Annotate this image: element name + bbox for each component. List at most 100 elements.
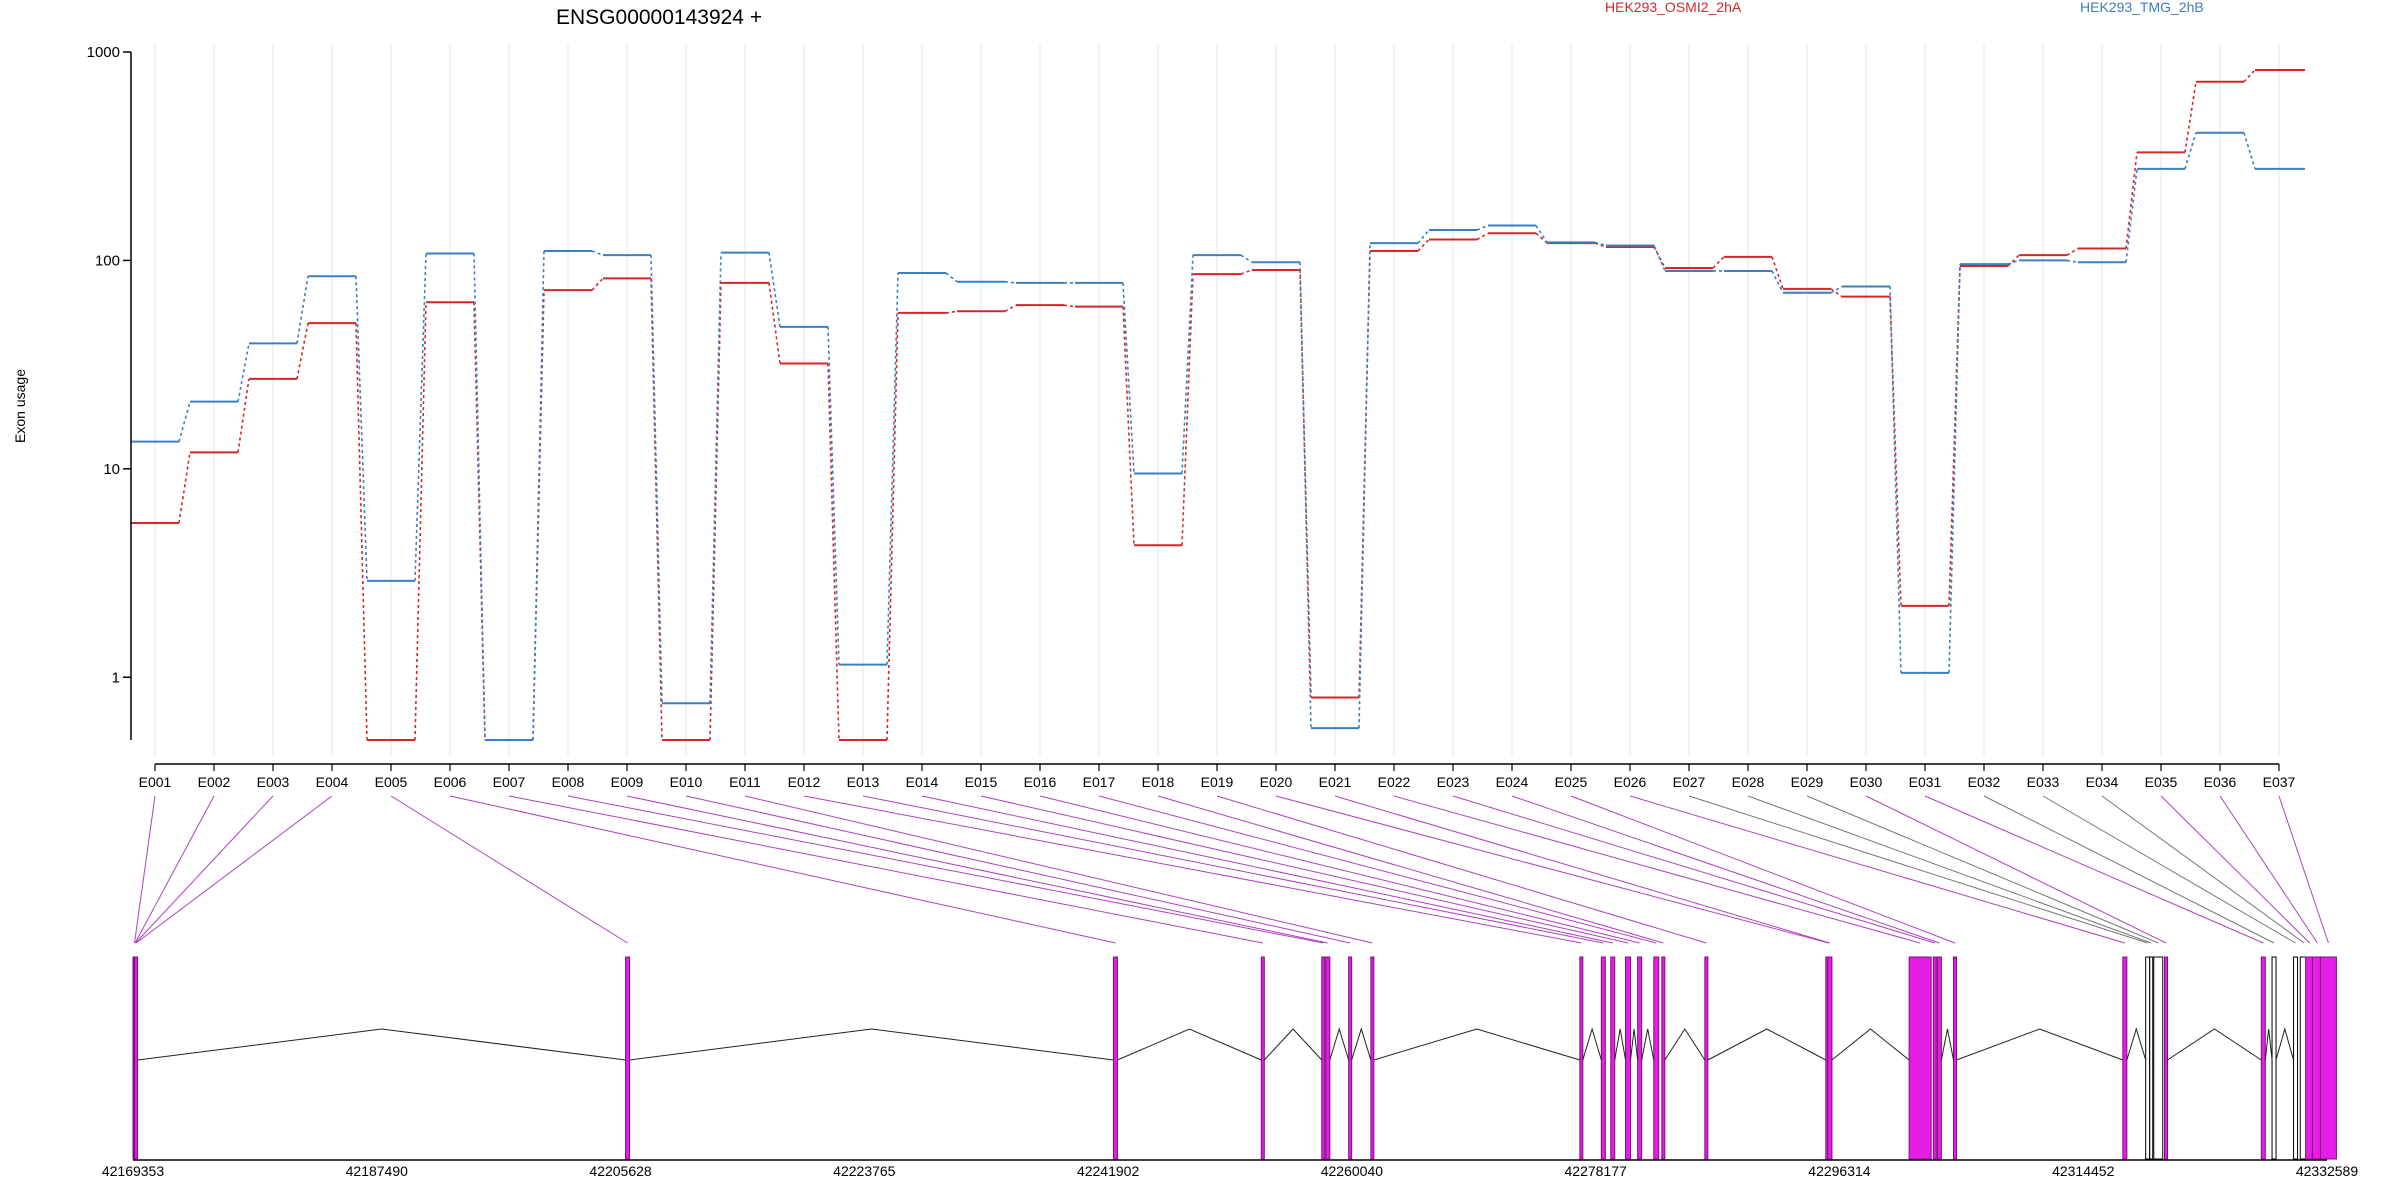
exon-link [508,795,1263,944]
intron-line [1707,1028,1827,1061]
intron-line [1940,1028,1954,1061]
chart-title: ENSG00000143924 + [556,6,762,29]
intron-line [2275,1027,2295,1061]
y-tick-label: 10 [103,461,120,478]
exon-link [1688,795,2148,944]
exon-box [2271,956,2277,1160]
x-tick-label: E006 [434,774,467,790]
x-tick-label: E018 [1142,774,1175,790]
exon-box [1112,956,1118,1160]
exon-link [567,795,1324,944]
coordinate-tick-label: 42241902 [1077,1163,1140,1179]
exon-box [1325,956,1331,1160]
x-tick-label: E028 [1732,774,1765,790]
grid-layer [154,44,2280,756]
exon-box [2122,956,2128,1160]
x-tick-label: E017 [1083,774,1116,790]
exon-link [1747,795,2152,944]
exon-link [135,795,333,944]
exon-box [1932,956,1937,1160]
x-tick-label: E033 [2027,774,2060,790]
x-tick-label: E003 [257,774,290,790]
x-tick-label: E023 [1437,774,1470,790]
intron-line [2264,1028,2273,1061]
exon-link-layer [134,795,2329,944]
x-tick-label: E009 [611,774,644,790]
x-tick-label: E024 [1496,774,1529,790]
x-tick-label: E016 [1024,774,1057,790]
exon-link [390,795,628,944]
x-tick-label: E010 [670,774,703,790]
exon-link [135,795,274,944]
exon-box [1936,956,1942,1160]
exon-box [1579,956,1584,1160]
exon-box [1370,956,1375,1160]
exon-link [1570,795,1956,944]
x-tick-label: E005 [375,774,408,790]
exon-link [134,795,215,944]
coordinate-tick-label: 42278177 [1565,1163,1628,1179]
y-axis-label: Exon usage [12,369,28,443]
intron-line [137,1028,626,1061]
exon-link [1334,795,1830,944]
x-tick-label: E012 [788,774,821,790]
x-tick-label: E013 [847,774,880,790]
x-tick-label: E036 [2204,774,2237,790]
x-tick-label: E026 [1614,774,1647,790]
exon-box [2293,956,2299,1160]
x-tick-label: E031 [1909,774,1942,790]
x-tick-label: E029 [1791,774,1824,790]
exon-link [2278,795,2329,944]
exon-box [134,956,139,1160]
exon-link [1393,795,1921,944]
exon-box [1321,956,1326,1160]
exon-box [2319,956,2337,1160]
exon-box [625,956,631,1160]
intron-line [2167,1028,2262,1061]
exon-box [1827,956,1833,1160]
exon-link [626,795,1328,944]
intron-line [1641,1028,1655,1061]
exon-box [2260,956,2266,1160]
intron-line [1664,1028,1706,1061]
y-tick-label: 1 [112,669,120,686]
x-tick-label: E032 [1968,774,2001,790]
exon-link [1216,795,1707,944]
exon-box [2164,956,2169,1160]
coordinate-tick-label: 42223765 [833,1163,896,1179]
intron-line [1831,1028,1910,1061]
exon-box [1600,956,1606,1160]
exon-box [1610,956,1616,1160]
exon-link [1039,795,1640,944]
exon-link [862,795,1604,944]
x-tick-label: E008 [552,774,585,790]
coordinate-tick-label: 42296314 [1808,1163,1871,1179]
exon-link [744,795,1373,944]
exon-link [1452,795,1935,944]
exon-link [1275,795,1829,944]
intron-line [1614,1028,1627,1061]
x-tick-label: E015 [965,774,998,790]
x-tick-label: E004 [316,774,349,790]
exon-box [1952,956,1957,1160]
exon-link [1511,795,1940,944]
exon-box [1704,956,1709,1160]
exon-link [1924,795,2264,944]
axes-layer: 1000 100 10 1 E001 E002 E003 E004 E005 E006 E007 E0… [87,44,2359,1179]
x-tick-label: E014 [906,774,939,790]
intron-line [1329,1027,1350,1061]
exon-box [1348,956,1353,1160]
coordinate-tick-label: 42205628 [589,1163,652,1179]
intron-line [1630,1028,1639,1061]
exon-link [1098,795,1657,944]
exon-box [1625,956,1632,1160]
exon-link [2219,795,2318,944]
exon-link [2042,795,2296,944]
exon-box [2145,956,2151,1160]
exon-box [1661,956,1666,1160]
intron-line [1117,1028,1262,1061]
exon-link [803,795,1582,944]
coordinate-tick-label: 42187490 [346,1163,409,1179]
